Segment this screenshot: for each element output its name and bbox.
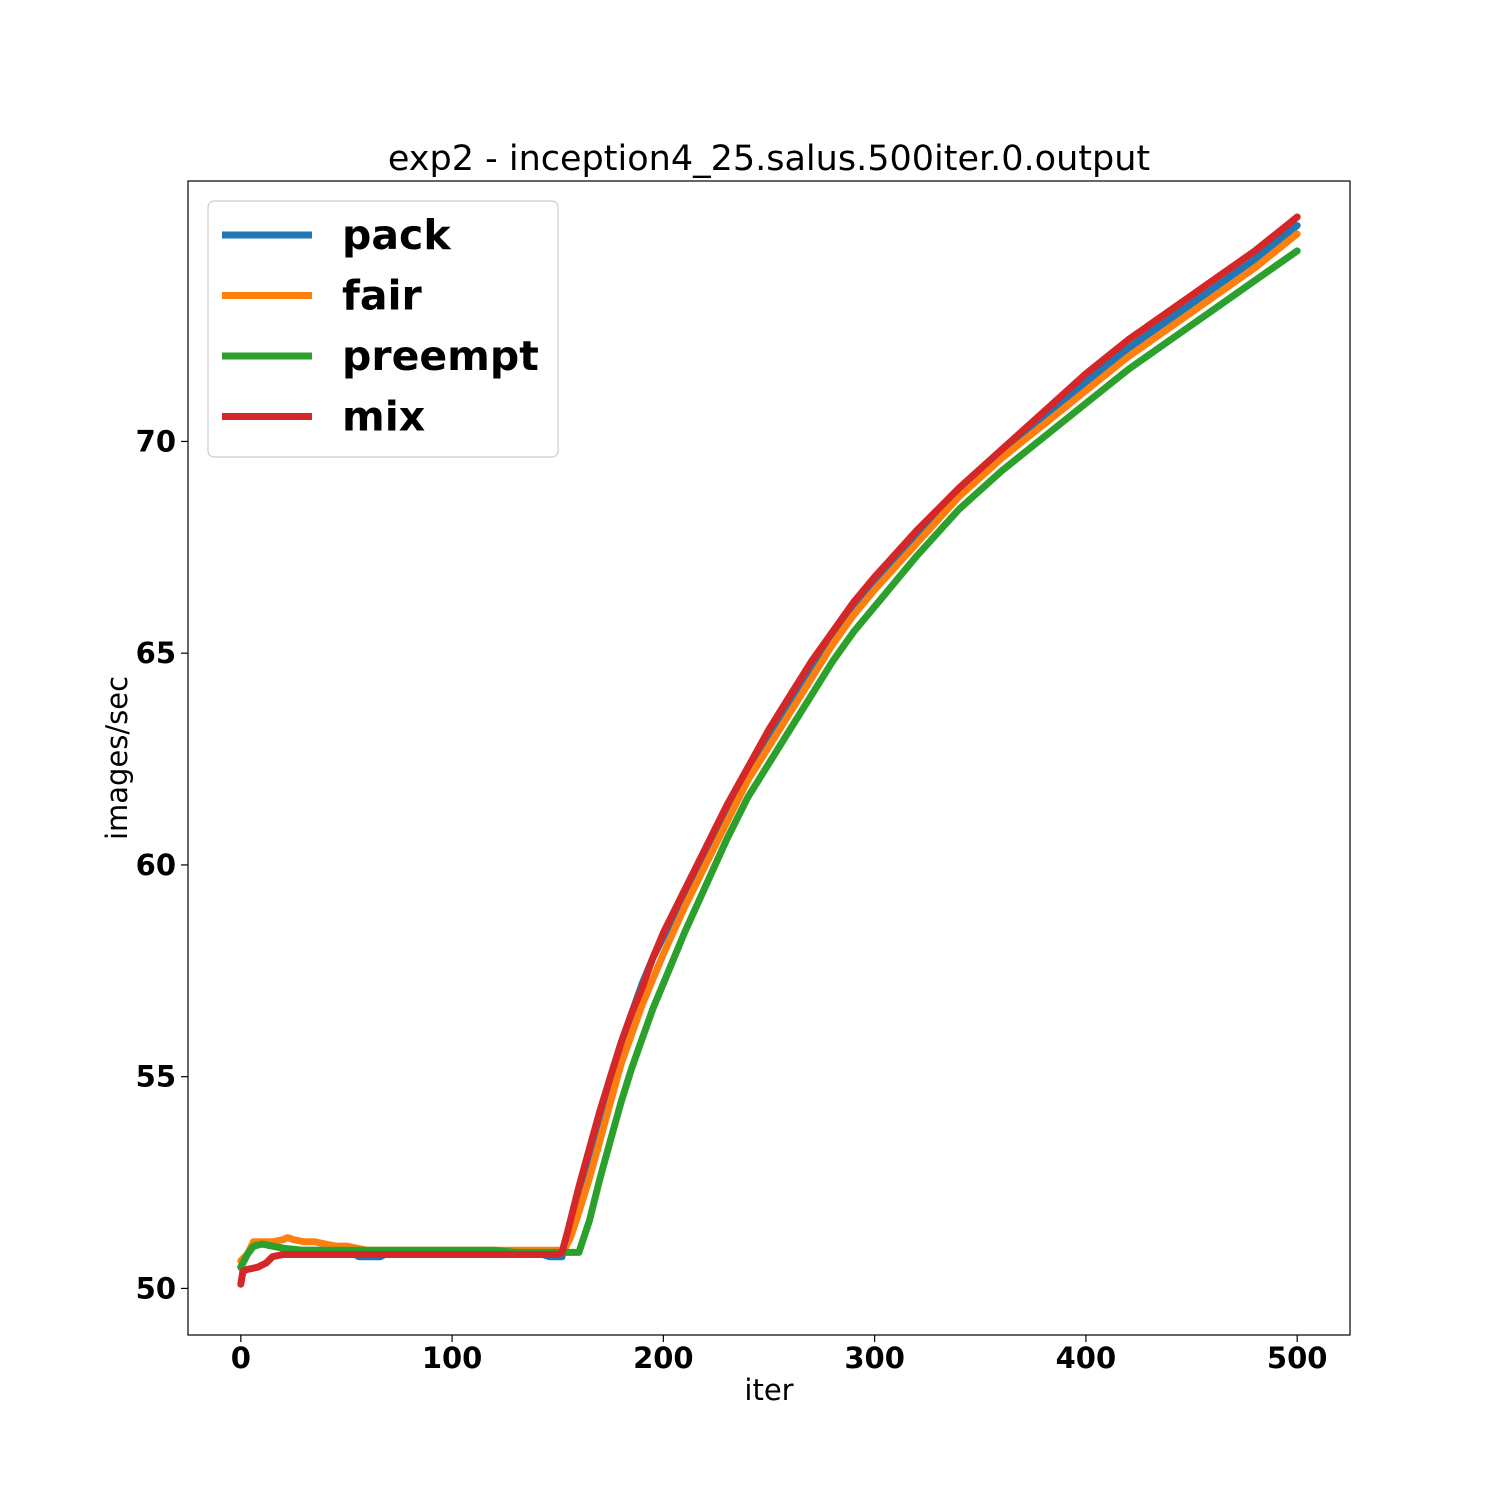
series-line-preempt (237, 247, 1301, 1271)
y-tick-label: 70 (136, 424, 176, 458)
y-tick-label: 55 (136, 1060, 176, 1094)
x-tick-label: 300 (844, 1341, 905, 1375)
y-tick-label: 65 (136, 636, 176, 670)
legend-label-preempt: preempt (342, 332, 539, 380)
x-axis: 0 100 200 300 400 500 (231, 1335, 1328, 1375)
legend: pack fair preempt mix (207, 200, 559, 458)
y-axis-label: images/sec (100, 676, 134, 840)
series-line-fair (237, 230, 1301, 1265)
series-layer (237, 213, 1301, 1288)
x-tick-label: 100 (422, 1341, 483, 1375)
chart-title: exp2 - inception4_25.salus.500iter.0.out… (388, 139, 1150, 179)
legend-entries: pack fair preempt mix (222, 211, 539, 441)
y-axis: 50 55 60 65 70 (136, 424, 188, 1305)
legend-label-pack: pack (342, 211, 452, 259)
plot-frame (187, 180, 1351, 1336)
x-tick-label: 500 (1267, 1341, 1328, 1375)
y-tick-label: 60 (136, 848, 176, 882)
legend-frame (207, 200, 559, 458)
x-tick-label: 400 (1056, 1341, 1117, 1375)
x-tick-label: 0 (231, 1341, 251, 1375)
x-axis-label: iter (744, 1373, 793, 1407)
series-line-mix (237, 213, 1301, 1288)
legend-label-fair: fair (342, 272, 423, 320)
legend-label-mix: mix (342, 393, 425, 441)
x-tick-label: 200 (633, 1341, 694, 1375)
y-tick-label: 50 (136, 1271, 176, 1305)
